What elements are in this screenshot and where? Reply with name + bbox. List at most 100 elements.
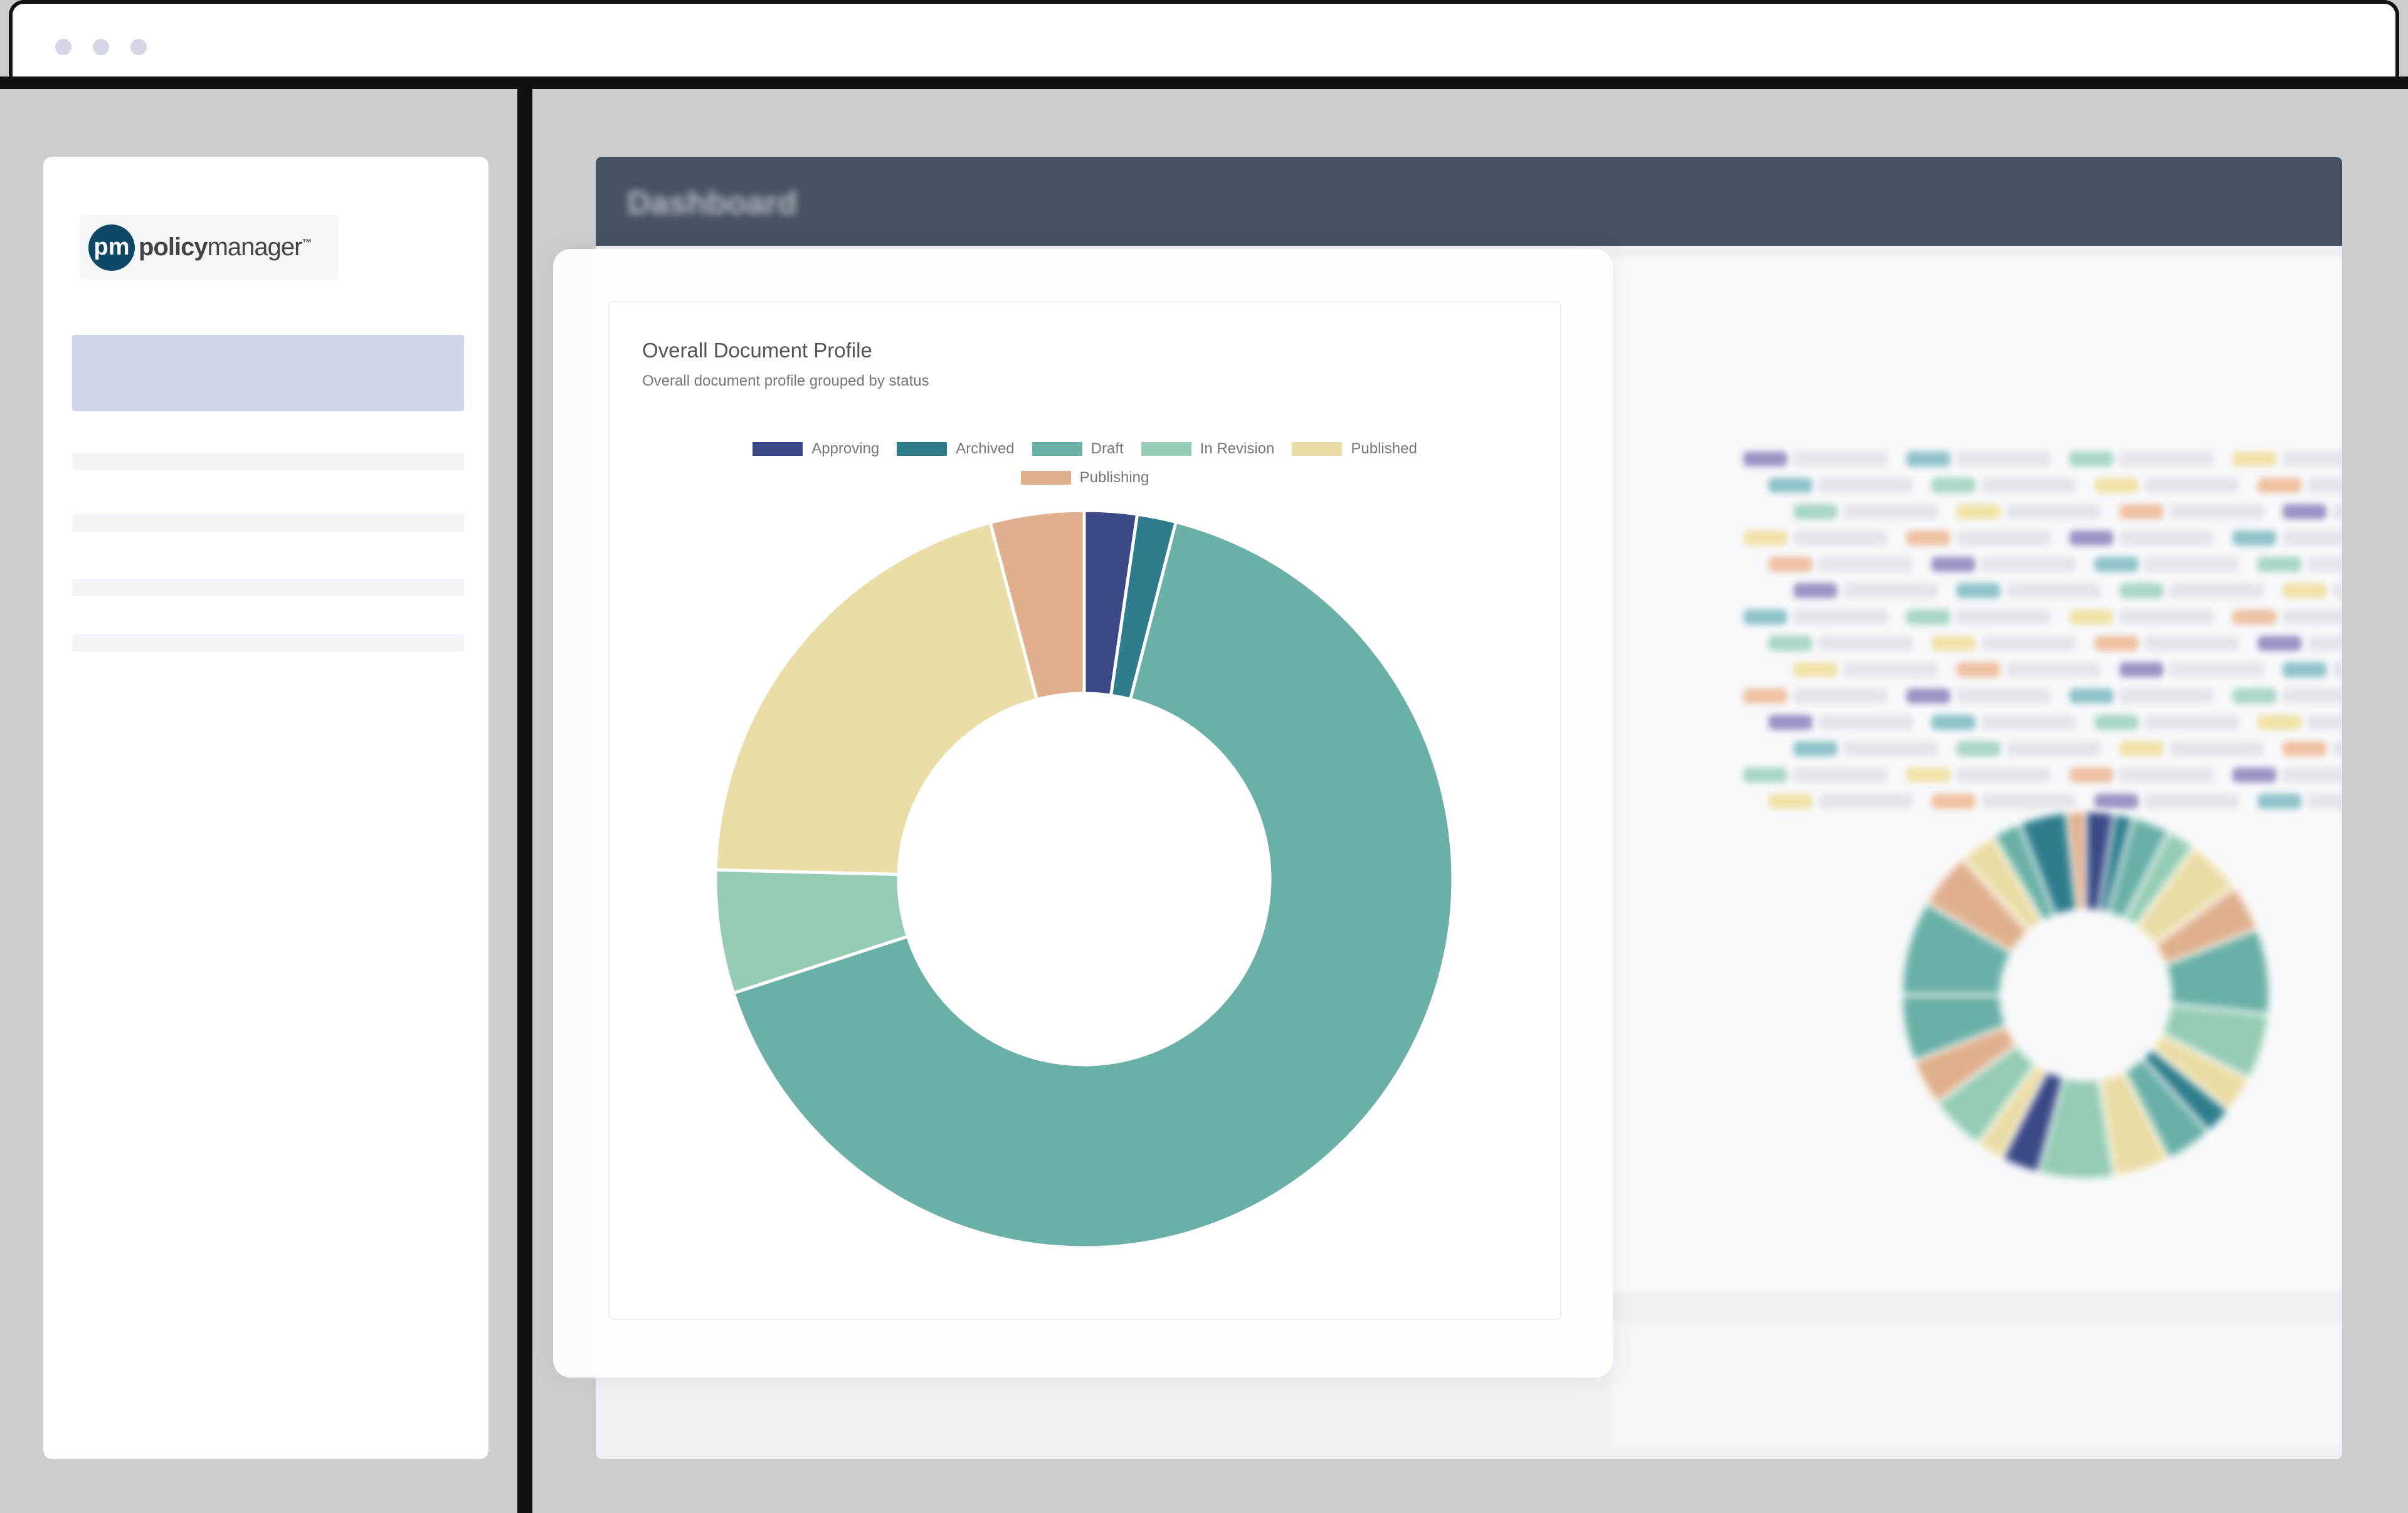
blurred-tag — [1956, 504, 2000, 519]
legend-item-approving[interactable]: Approving — [752, 440, 879, 458]
slice-publishing[interactable] — [988, 509, 1086, 702]
blurred-text — [2308, 478, 2342, 493]
blurred-text — [1956, 530, 2051, 546]
blurred-tag — [1743, 530, 1787, 546]
blurred-tag — [1743, 609, 1787, 625]
policymanager-logo[interactable]: pm policymanager™ — [80, 215, 338, 280]
blurred-tag — [2283, 504, 2326, 519]
blurred-text — [1793, 767, 1888, 783]
legend-item-publishing[interactable]: Publishing — [1020, 469, 1149, 487]
blurred-tag — [2232, 688, 2276, 704]
blurred-text — [2120, 530, 2214, 546]
blurred-tag — [1906, 688, 1950, 704]
blurred-text — [1982, 636, 2076, 651]
blurred-tag — [2283, 583, 2326, 598]
blurred-text — [2170, 662, 2264, 677]
blurred-tag — [1743, 688, 1787, 704]
legend-item-in-revision[interactable]: In Revision — [1141, 440, 1275, 458]
blurred-text — [1956, 767, 2051, 783]
blurred-text — [2333, 583, 2342, 598]
logo-text-light: manager — [207, 233, 303, 261]
legend-swatch — [897, 442, 948, 456]
background-donut — [1899, 809, 2272, 1181]
legend-item-draft[interactable]: Draft — [1032, 440, 1124, 458]
blurred-tag — [1931, 715, 1975, 730]
blurred-text — [1844, 662, 1938, 677]
blurred-text — [2308, 557, 2342, 572]
slice-draft[interactable] — [731, 520, 1455, 1250]
blurred-tag — [2094, 794, 2138, 809]
titlebar-border — [0, 76, 2408, 89]
sidebar-item[interactable] — [72, 634, 464, 651]
blurred-text — [1844, 504, 1938, 519]
card-title: Overall Document Profile — [642, 339, 872, 362]
chart-legend: Approving Archived Draft In Revision Publish… — [610, 440, 1560, 487]
legend-label: Draft — [1090, 440, 1124, 457]
blurred-text — [1793, 530, 1888, 546]
blurred-tag — [2120, 741, 2163, 756]
legend-label: Published — [1351, 440, 1417, 457]
sidebar-item[interactable] — [72, 453, 464, 470]
blurred-text — [2283, 688, 2342, 704]
blurred-tag — [2069, 688, 2113, 704]
logo-mark: pm — [88, 224, 135, 271]
blurred-text — [2308, 636, 2342, 651]
blurred-text — [2333, 741, 2342, 756]
sidebar-item[interactable] — [72, 514, 464, 532]
legend-item-published[interactable]: Published — [1292, 440, 1417, 458]
blurred-tag — [2258, 794, 2301, 809]
blurred-tag — [1906, 767, 1950, 783]
blurred-text — [2007, 741, 2101, 756]
blurred-text — [1956, 451, 2051, 467]
legend-item-archived[interactable]: Archived — [897, 440, 1015, 458]
blurred-tag — [1931, 478, 1975, 493]
blurred-tag — [2258, 715, 2301, 730]
legend-label: Approving — [811, 440, 880, 457]
blurred-text — [1819, 794, 1913, 809]
blurred-text — [2120, 767, 2214, 783]
dashboard-title: Dashboard — [627, 185, 798, 221]
blurred-tag — [1793, 504, 1837, 519]
dashboard-header: Dashboard — [596, 157, 2342, 246]
slice-published[interactable] — [714, 520, 1039, 877]
blurred-tag — [2232, 451, 2276, 467]
blurred-text — [1956, 609, 2051, 625]
legend-swatch — [752, 442, 803, 456]
blurred-text — [1844, 741, 1938, 756]
blurred-tag — [2120, 504, 2163, 519]
blurred-text — [2283, 530, 2342, 546]
focus-overlay: Overall Document Profile Overall documen… — [553, 249, 1613, 1378]
logo-text-bold: policy — [139, 233, 208, 261]
blurred-text — [1982, 715, 2076, 730]
blurred-tag — [1931, 794, 1975, 809]
blurred-text — [1982, 557, 2076, 572]
blurred-tag — [2283, 662, 2326, 677]
window-dot-icon — [130, 39, 147, 55]
blurred-tag — [1768, 636, 1812, 651]
background-panel-bottom — [1612, 1323, 2342, 1448]
window-dot-icon — [93, 39, 109, 55]
legend-label: Publishing — [1079, 469, 1149, 486]
sidebar-item[interactable] — [72, 579, 464, 596]
legend-label: Archived — [956, 440, 1015, 457]
blurred-tag — [2094, 636, 2138, 651]
blurred-tag — [1768, 478, 1812, 493]
blurred-tag — [1956, 583, 2000, 598]
blurred-text — [2308, 794, 2342, 809]
blurred-text — [1793, 609, 1888, 625]
blurred-text — [2145, 636, 2239, 651]
pane-divider — [517, 89, 532, 1513]
legend-label: In Revision — [1200, 440, 1275, 457]
blurred-tag — [2094, 557, 2138, 572]
blurred-text — [2145, 794, 2239, 809]
blurred-tag — [2283, 741, 2326, 756]
background-slice — [2064, 809, 2088, 913]
blurred-tag — [1956, 741, 2000, 756]
blurred-tag — [2258, 478, 2301, 493]
blurred-tag — [2258, 636, 2301, 651]
blurred-tag — [1931, 557, 1975, 572]
sidebar-item-active[interactable] — [72, 335, 464, 411]
doughnut-chart — [714, 509, 1455, 1250]
blurred-tag — [2258, 557, 2301, 572]
blurred-tag — [1768, 794, 1812, 809]
